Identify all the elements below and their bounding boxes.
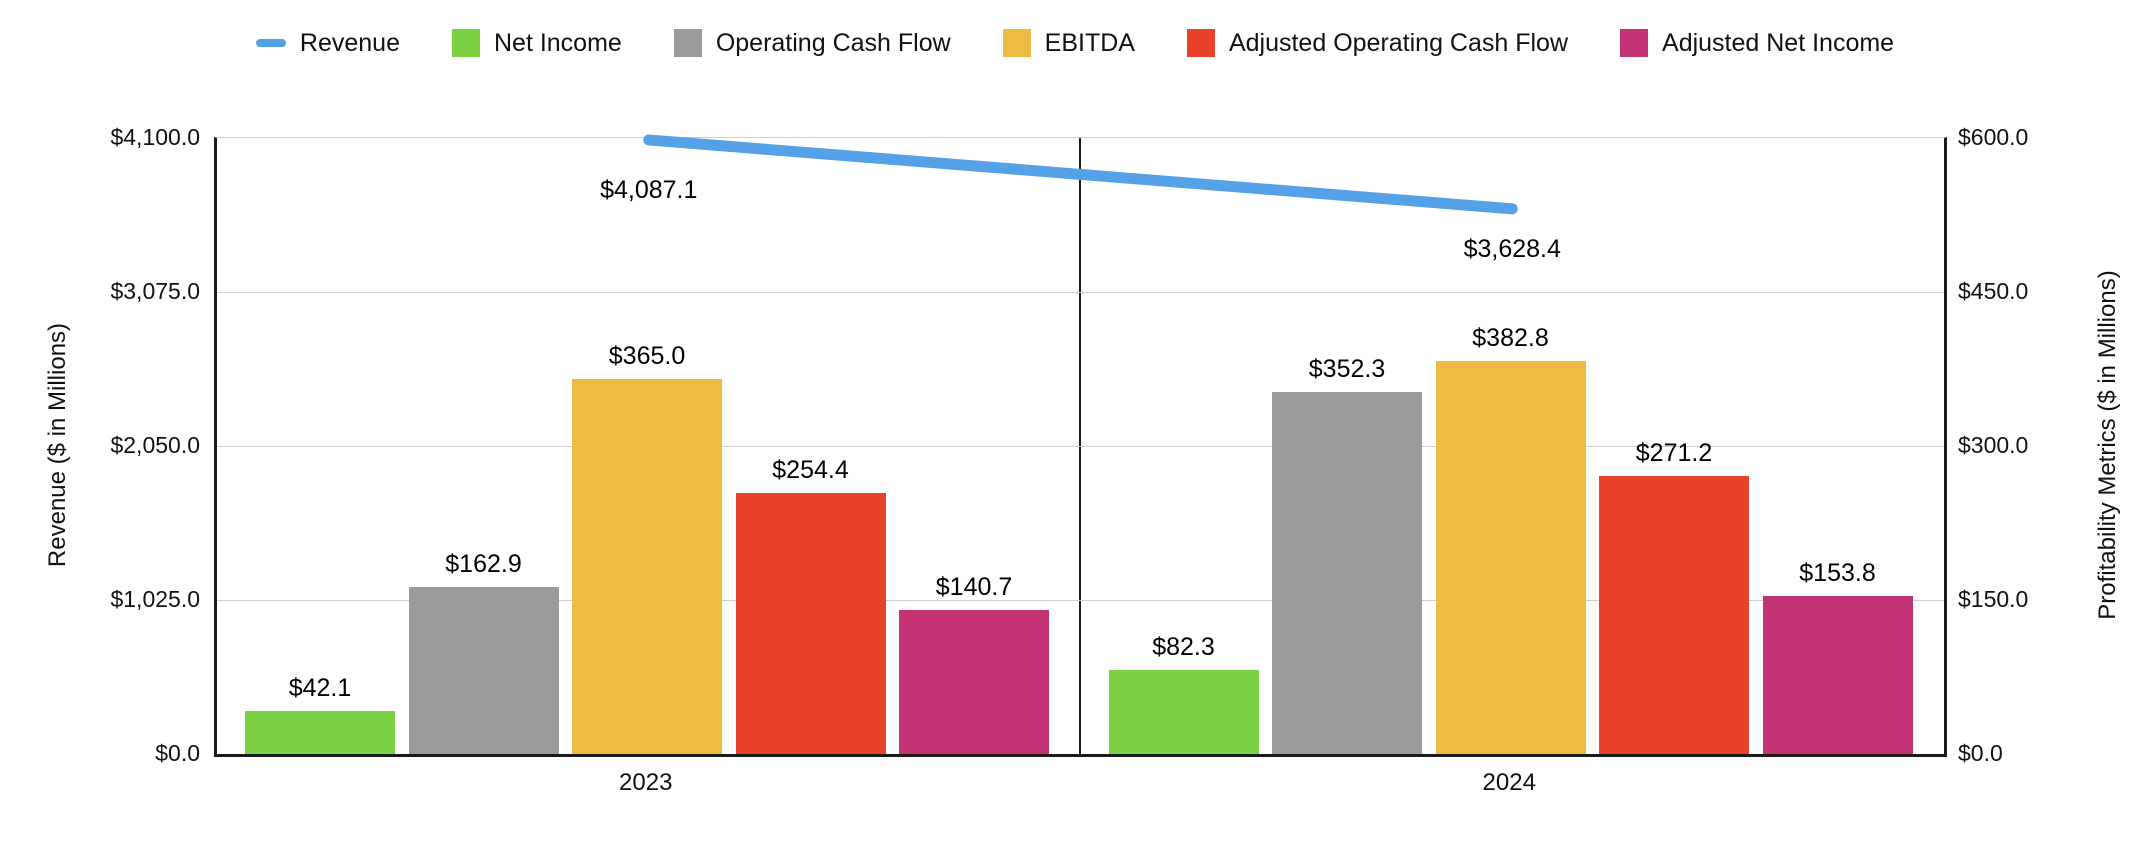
- x-category-label-2024: 2024: [1482, 769, 1536, 796]
- revenue-value-label: $4,087.1: [600, 175, 698, 204]
- right-tick-label: $150.0: [1958, 586, 2029, 612]
- bar-adjusted-net-income-2023[interactable]: [899, 609, 1049, 754]
- revenue-value-label: $3,628.4: [1463, 234, 1561, 263]
- legend-label: EBITDA: [1044, 28, 1135, 57]
- bar-operating-cash-flow-2023[interactable]: [408, 586, 559, 754]
- left-tick-label: $1,025.0: [110, 586, 200, 612]
- legend-item-adjusted-net-income[interactable]: Adjusted Net Income: [1620, 29, 1894, 57]
- bar-value-label: $382.8: [1472, 324, 1549, 352]
- bar-net-income-2024[interactable]: [1108, 669, 1259, 754]
- left-tick-label: $3,075.0: [110, 278, 200, 304]
- bar-adjusted-operating-cash-flow-2024[interactable]: [1599, 475, 1749, 754]
- chart-legend: Revenue Net Income Operating Cash Flow EBIT…: [0, 18, 2150, 68]
- revenue-line[interactable]: [643, 134, 1518, 215]
- legend-item-revenue[interactable]: Revenue: [255, 28, 400, 57]
- legend-item-ebitda[interactable]: EBITDA: [1002, 28, 1135, 57]
- left-tick-label: $4,100.0: [110, 124, 200, 150]
- gridline: [217, 446, 1944, 447]
- legend-label: Revenue: [299, 28, 400, 57]
- square-swatch-icon: [1186, 29, 1215, 57]
- legend-label: Adjusted Operating Cash Flow: [1228, 28, 1569, 57]
- right-tick-label: $0.0: [1958, 740, 2003, 766]
- square-swatch-icon: [673, 29, 702, 57]
- left-tick-label: $2,050.0: [110, 432, 200, 458]
- legend-label: Net Income: [493, 28, 622, 57]
- bar-value-label: $140.7: [935, 572, 1013, 601]
- right-tick-label: $450.0: [1958, 278, 2029, 304]
- line-swatch-icon: [255, 39, 286, 47]
- bar-operating-cash-flow-2024[interactable]: [1272, 392, 1422, 754]
- legend-item-operating-cash-flow[interactable]: Operating Cash Flow: [673, 28, 951, 57]
- square-swatch-icon: [1002, 29, 1031, 57]
- right-tick-label: $600.0: [1958, 124, 2029, 150]
- bar-value-label: $271.2: [1635, 438, 1713, 467]
- square-swatch-icon: [1620, 29, 1649, 57]
- square-swatch-icon: [451, 29, 480, 57]
- bar-value-label: $254.4: [772, 455, 849, 484]
- legend-item-net-income[interactable]: Net Income: [451, 28, 622, 57]
- bar-value-label: $82.3: [1152, 632, 1215, 661]
- legend-item-adjusted-operating-cash-flow[interactable]: Adjusted Operating Cash Flow: [1186, 28, 1569, 57]
- right-tick-label: $300.0: [1958, 432, 2029, 458]
- plot-area: $42.1 $162.9 $365.0 $254.4 $140.7 $82.3 $352.3…: [214, 134, 1947, 757]
- bar-net-income-2023[interactable]: [245, 710, 395, 754]
- gridline: [217, 292, 1944, 293]
- bar-adjusted-operating-cash-flow-2023[interactable]: [735, 492, 886, 754]
- bar-ebitda-2023[interactable]: [572, 379, 722, 754]
- gridline: [217, 600, 1944, 601]
- bar-value-label: $365.0: [608, 342, 686, 371]
- bar-value-label: $352.3: [1308, 355, 1386, 384]
- bar-value-label: $42.1: [288, 673, 352, 702]
- bar-ebitda-2024[interactable]: [1435, 361, 1586, 754]
- legend-label: Adjusted Net Income: [1662, 28, 1895, 57]
- x-category-label-2023: 2023: [619, 769, 673, 796]
- revenue-line-layer: [643, 134, 1518, 215]
- bar-value-label: $162.9: [445, 549, 522, 578]
- bar-adjusted-net-income-2024[interactable]: [1762, 596, 1913, 754]
- left-tick-label: $0.0: [155, 740, 200, 766]
- legend-label: Operating Cash Flow: [715, 28, 951, 57]
- bar-value-label: $153.8: [1799, 559, 1876, 588]
